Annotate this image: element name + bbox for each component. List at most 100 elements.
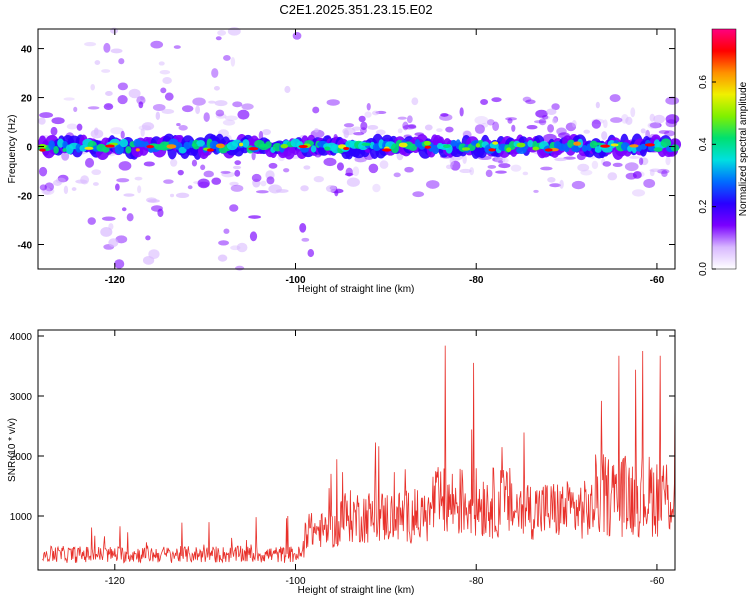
- spectrogram-cell: [120, 130, 125, 139]
- spectrogram-cell: [140, 95, 145, 101]
- spectrogram-cell: [173, 45, 181, 49]
- spectrogram-cell: [360, 121, 368, 131]
- snr-y-label: SNR (10 * v/v): [7, 418, 18, 482]
- spectrogram-cell: [117, 82, 128, 91]
- spectrogram-cell: [105, 91, 113, 96]
- spectrogram-cell: [610, 117, 623, 123]
- spectrogram-cell: [251, 173, 262, 182]
- spectrogram-frame: [37, 28, 676, 270]
- spectrogram-cell: [146, 145, 155, 149]
- spectrogram-cell: [527, 140, 534, 148]
- spectrogram-cell: [118, 161, 132, 171]
- spectrogram-cell: [398, 142, 408, 148]
- spectrogram-cell: [76, 123, 83, 131]
- spectrogram-y-tick-label: -40: [18, 241, 33, 252]
- spectrogram-cell: [390, 143, 399, 154]
- spectrogram-x-tick-label: -60: [650, 275, 665, 286]
- spectrogram-cell: [114, 144, 124, 155]
- spectrogram-cell: [215, 113, 227, 119]
- spectrogram-cell: [313, 175, 324, 183]
- spectrogram-cell: [336, 162, 344, 171]
- spectrogram-cell: [87, 217, 96, 225]
- spectrogram-cell: [203, 170, 214, 178]
- spectrogram-cell: [459, 168, 472, 174]
- spectrogram-cell: [312, 106, 320, 114]
- spectrogram-x-label: Height of straight line (km): [298, 284, 415, 295]
- spectrogram-cell: [128, 88, 141, 99]
- spectrogram-cell: [612, 162, 623, 167]
- spectrogram-cell: [408, 143, 418, 152]
- snr-x-label: Height of straight line (km): [298, 585, 415, 596]
- spectrogram-cell: [178, 125, 188, 131]
- spectrogram-cell: [187, 185, 193, 190]
- spectrogram-cell: [602, 161, 612, 167]
- spectrogram-cell: [100, 227, 113, 237]
- snr-y-tick-label: 2000: [10, 452, 33, 463]
- spectrogram-cell: [649, 122, 662, 129]
- spectrogram-cell: [406, 115, 413, 124]
- spectrogram-cell: [511, 124, 516, 132]
- spectrogram-cell: [358, 115, 366, 123]
- spectrogram-cell: [367, 124, 379, 130]
- spectrogram-cell: [495, 170, 507, 174]
- spectrogram-cell: [110, 127, 124, 135]
- spectrogram-cell: [126, 213, 134, 222]
- spectrogram-cell: [368, 163, 379, 174]
- spectrogram-cell: [143, 161, 155, 167]
- spectrogram-cell: [262, 128, 271, 136]
- snr-x-tick-label: -60: [650, 576, 665, 587]
- spectrogram-cell: [284, 85, 291, 94]
- spectrogram-cell: [343, 146, 350, 151]
- spectrogram-cell: [352, 166, 360, 177]
- spectrogram-cell: [237, 109, 250, 120]
- spectrogram-cell: [397, 116, 407, 120]
- spectrogram-cell: [665, 119, 678, 128]
- spectrogram-cell: [191, 143, 198, 147]
- spectrogram-cell: [591, 119, 601, 129]
- spectrogram-cell: [603, 119, 608, 129]
- spectrogram-cell: [298, 144, 308, 149]
- spectrogram-cell: [474, 116, 489, 125]
- spectrogram-cell: [57, 174, 69, 183]
- spectrogram-cell: [632, 171, 642, 179]
- spectrogram-cell: [223, 228, 230, 234]
- spectrogram-cell: [73, 106, 78, 113]
- snr-y-tick-label: 1000: [10, 512, 33, 523]
- spectrogram-cell: [301, 237, 310, 242]
- spectrogram-cell: [101, 69, 111, 73]
- spectrogram-x-axis: -120 -100 -80 -60: [105, 29, 665, 286]
- spectrogram-cell: [169, 193, 175, 198]
- spectrogram-cell: [436, 128, 443, 133]
- spectrogram-cell: [222, 119, 236, 126]
- spectrogram-cell: [486, 119, 495, 126]
- spectrogram-cell: [232, 101, 243, 108]
- spectrogram-cell: [256, 190, 269, 194]
- snr-x-axis: -120 -100 -80 -60: [105, 330, 665, 587]
- spectrogram-cell: [492, 141, 499, 145]
- spectrogram-cell: [140, 128, 145, 137]
- spectrogram-cell: [538, 118, 547, 126]
- spectrogram-cell: [381, 148, 392, 152]
- spectrogram-cell: [481, 122, 489, 128]
- spectrogram-cell: [595, 101, 600, 109]
- spectrogram-cell: [223, 55, 231, 61]
- spectrogram-cell: [80, 175, 90, 185]
- colorbar-tick-label: 0.4: [698, 137, 709, 151]
- spectrogram-cell: [138, 125, 152, 131]
- spectrogram-cell: [91, 169, 102, 176]
- spectrogram-cell: [214, 100, 228, 107]
- spectrogram-cell: [101, 216, 116, 221]
- spectrogram-cell: [397, 128, 403, 134]
- spectrogram-x-tick-label: -80: [469, 275, 484, 286]
- spectrogram-cell: [229, 204, 239, 212]
- spectrogram-heatmap: [37, 26, 682, 271]
- spectrogram-cell: [90, 83, 95, 91]
- spectrogram-cell: [343, 123, 355, 128]
- spectrogram-cell: [372, 110, 380, 116]
- spectrogram-cell: [137, 185, 142, 194]
- spectrogram-cell: [491, 97, 502, 103]
- spectrogram-cell: [211, 68, 219, 78]
- spectrogram-cell: [57, 138, 64, 148]
- spectrogram-cell: [134, 176, 143, 181]
- spectrogram-cell: [259, 143, 268, 148]
